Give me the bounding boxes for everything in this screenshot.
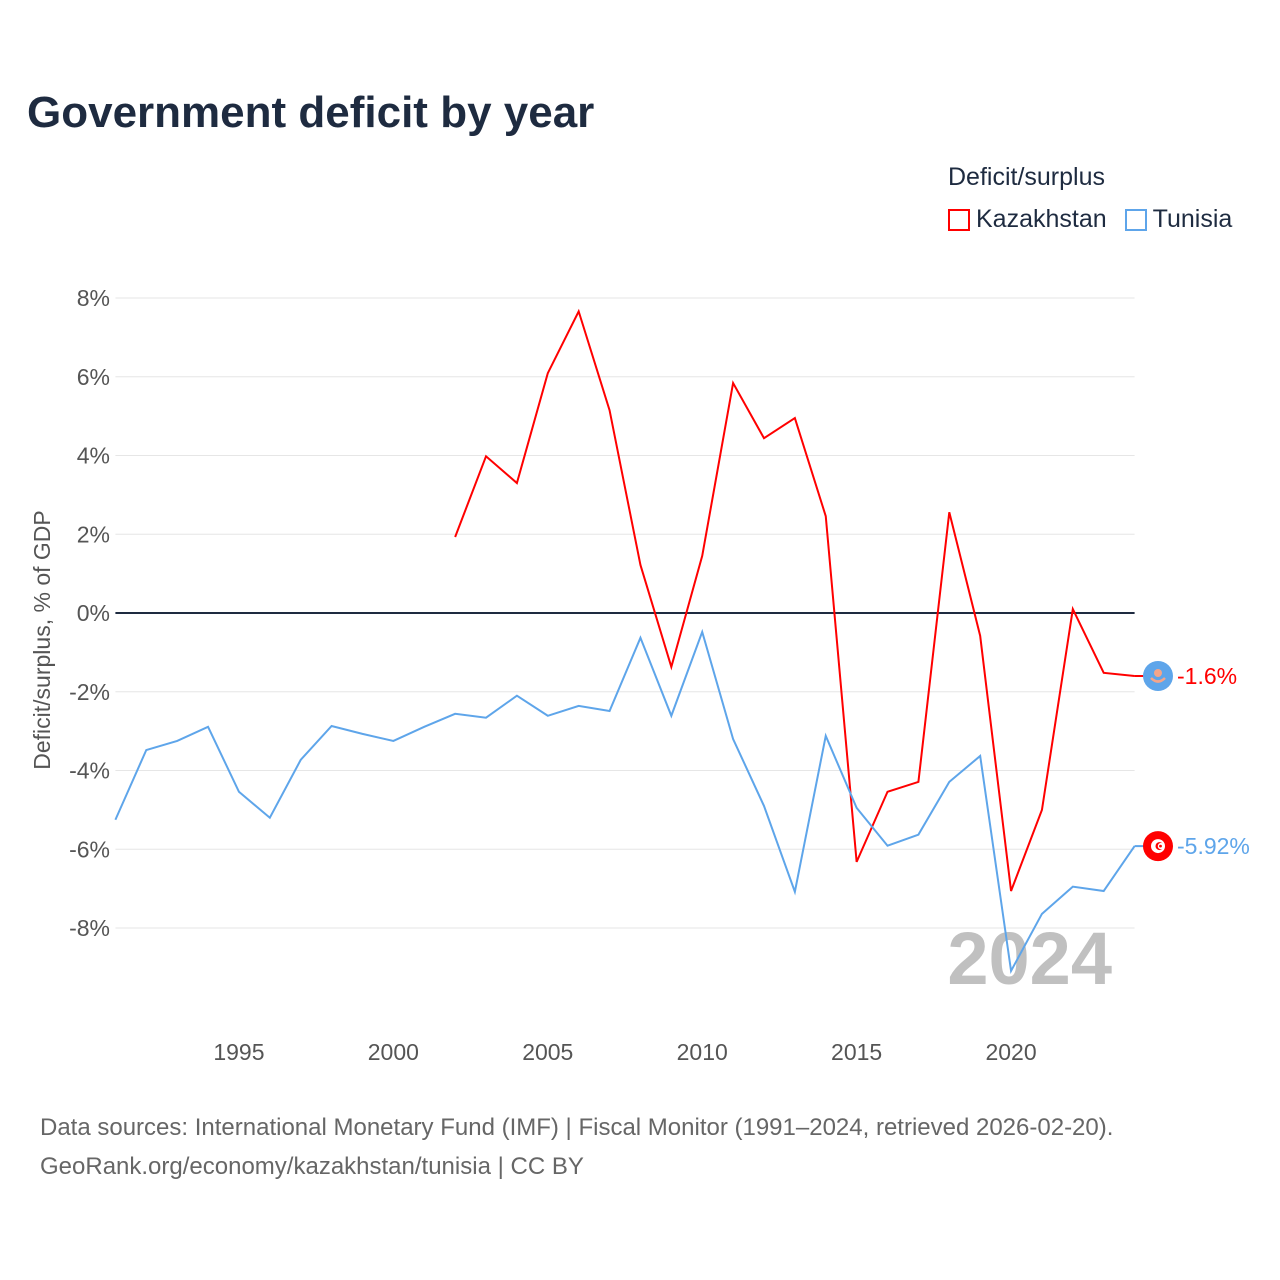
source-note: Data sources: International Monetary Fun…: [40, 1108, 1113, 1186]
y-tick-label: 0%: [77, 600, 110, 626]
x-tick-label: 2005: [522, 1039, 573, 1065]
legend-item-kazakhstan[interactable]: Kazakhstan: [948, 205, 1107, 234]
y-tick-label: -6%: [69, 836, 110, 862]
x-tick-label: 2010: [677, 1039, 728, 1065]
y-axis-label: Deficit/surplus, % of GDP: [29, 510, 55, 769]
x-tick-label: 2000: [368, 1039, 419, 1065]
series-line-tunisia: [114, 628, 1136, 975]
source-line-2[interactable]: GeoRank.org/economy/kazakhstan/tunisia |…: [40, 1153, 584, 1180]
y-tick-label: 6%: [77, 364, 110, 390]
end-value-label-tunisia: -5.92%: [1177, 833, 1250, 859]
x-tick-label: 1995: [213, 1039, 264, 1065]
legend-swatch-tunisia: [1124, 208, 1147, 231]
source-line-1: Data sources: International Monetary Fun…: [40, 1114, 1114, 1141]
y-tick-label: 8%: [77, 285, 110, 311]
x-tick-label: 2015: [831, 1039, 882, 1065]
series-line-kazakhstan: [454, 308, 1135, 892]
end-value-label-kazakhstan: -1.6%: [1177, 663, 1237, 689]
legend-swatch-kazakhstan: [948, 208, 970, 231]
legend-label-kazakhstan: Kazakhstan: [976, 205, 1107, 233]
y-tick-label: 2%: [77, 521, 110, 547]
y-tick-label: -8%: [69, 915, 110, 941]
tunisia-flag-icon: [1143, 831, 1173, 862]
chart-title: Government deficit by year: [27, 88, 595, 137]
legend: Kazakhstan Tunisia: [948, 205, 1232, 234]
legend-item-tunisia[interactable]: Tunisia: [1124, 205, 1233, 234]
legend-title: Deficit/surplus: [948, 163, 1105, 191]
x-tick-label: 2020: [985, 1039, 1036, 1065]
year-watermark: 2024: [947, 917, 1112, 1000]
y-tick-label: -4%: [69, 758, 110, 784]
y-tick-label: 4%: [77, 443, 110, 469]
kazakhstan-flag-icon: [1143, 661, 1173, 691]
y-tick-label: -2%: [69, 679, 110, 705]
legend-label-tunisia: Tunisia: [1152, 205, 1233, 233]
